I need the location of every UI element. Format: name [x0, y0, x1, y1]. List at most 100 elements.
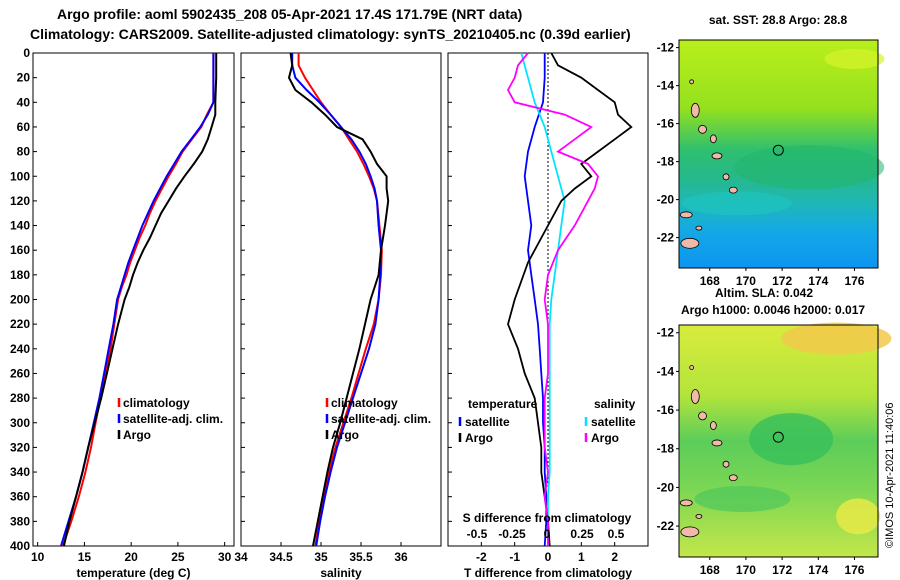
temperature-x-axis-label: temperature (deg C)	[76, 566, 190, 580]
salinity-x-tick-label: 34	[234, 550, 248, 564]
difference-x-tick-label: -2	[476, 550, 487, 564]
difference-x-tick-label: 1	[578, 550, 585, 564]
island-landmass	[711, 152, 723, 160]
salinity-diff-tick-label: -0.5	[467, 527, 488, 541]
island-landmass	[680, 237, 700, 249]
depth-tick-label: 360	[10, 490, 30, 504]
island-landmass	[722, 460, 730, 468]
lat-tick-label: -18	[657, 155, 675, 169]
salinity-x-tick-label: 35.5	[349, 550, 373, 564]
legend-label: satellite	[465, 415, 510, 429]
depth-tick-label: 240	[10, 342, 30, 356]
lat-tick-label: -16	[657, 117, 675, 131]
legend-title-salinity: salinity	[594, 397, 636, 411]
figure-title-line2: Climatology: CARS2009. Satellite-adjuste…	[30, 26, 631, 42]
lon-tick-label: 168	[700, 274, 720, 288]
depth-tick-label: 60	[17, 120, 31, 134]
temperature-x-tick-label: 15	[78, 550, 92, 564]
lat-tick-label: -14	[657, 79, 675, 93]
difference-x-axis-label: T difference from climatology	[464, 566, 632, 580]
difference-series-temperature-satellite	[523, 53, 548, 547]
sst-map: -12 -14 -16 -18 -20 -22 168 170 172 174 176	[657, 39, 885, 288]
temperature-series-argo	[62, 53, 218, 547]
warm-pool-blob	[734, 145, 885, 190]
lat-tick-label: -20	[657, 193, 675, 207]
lon-tick-label: 172	[772, 274, 792, 288]
lon-tick-label: 174	[808, 274, 828, 288]
lat-tick-label: -12	[657, 326, 675, 340]
difference-x-tick-label: 2	[611, 550, 618, 564]
island-landmass	[722, 173, 730, 181]
lat-tick-label: -14	[657, 364, 675, 378]
lon-tick-label: 176	[844, 274, 864, 288]
legend-label: climatology	[331, 396, 398, 410]
high-sla-patch-se	[836, 498, 881, 535]
island-landmass	[698, 411, 707, 421]
salinity-x-tick-label: 35	[314, 550, 328, 564]
depth-tick-label: 220	[10, 317, 30, 331]
salinity-x-axis-label: salinity	[320, 566, 362, 580]
low-sla-eddy	[749, 413, 834, 466]
depth-tick-label: 160	[10, 243, 30, 257]
salinity-x-tick-label: 36	[394, 550, 408, 564]
yellow-patch	[824, 49, 885, 69]
salinity-panel: 34 34.5 35 35.5 36 salinity climatology satelli…	[234, 52, 442, 580]
cyan-band-blob	[681, 191, 792, 216]
island-landmass	[690, 389, 700, 404]
island-landmass	[689, 365, 695, 370]
sst-map-frame	[678, 39, 879, 269]
lon-tick-label: 168	[700, 563, 720, 577]
lat-tick-label: -16	[657, 403, 675, 417]
lon-tick-label: 170	[736, 274, 756, 288]
lat-tick-label: -22	[657, 519, 675, 533]
temperature-x-tick-label: 10	[31, 550, 45, 564]
island-landmass	[679, 499, 693, 507]
difference-series-salinity-satellite	[520, 52, 566, 546]
island-landmass	[695, 225, 703, 231]
high-sla-patch	[781, 322, 892, 355]
legend-label: Argo	[123, 428, 151, 442]
difference-x-tick-label: -1	[509, 550, 520, 564]
legend-label: Argo	[465, 431, 493, 445]
island-landmass	[679, 211, 693, 219]
depth-tick-label: 340	[10, 465, 30, 479]
depth-tick-label: 400	[10, 539, 30, 553]
temperature-x-tick-label: 25	[171, 550, 185, 564]
sla-map-title: Altim. SLA: 0.042	[715, 286, 813, 300]
salinity-series-argo	[287, 52, 390, 547]
difference-plot-frame	[447, 52, 649, 547]
island-landmass	[709, 421, 717, 430]
depth-tick-label: 120	[10, 194, 30, 208]
depth-tick-label: 300	[10, 416, 30, 430]
difference-series-salinity-argo	[506, 52, 599, 546]
lon-tick-label: 176	[844, 563, 864, 577]
salinity-diff-tick-label: 0	[544, 527, 551, 541]
salinity-diff-tick-label: -0.25	[498, 527, 526, 541]
island-landmass	[728, 474, 738, 482]
legend-label: climatology	[123, 396, 190, 410]
island-landmass	[728, 186, 738, 194]
island-landmass	[711, 439, 723, 447]
depth-tick-label: 140	[10, 219, 30, 233]
lat-tick-label: -20	[657, 480, 675, 494]
depth-tick-label: 80	[17, 145, 31, 159]
salinity-diff-tick-label: 0.25	[570, 527, 594, 541]
island-landmass	[690, 102, 700, 118]
lat-tick-label: -18	[657, 442, 675, 456]
lon-tick-label: 174	[808, 563, 828, 577]
temperature-plot-frame	[32, 52, 235, 547]
depth-tick-label: 200	[10, 293, 30, 307]
sla-map: -12 -14 -16 -18 -20 -22 168 170 172 174 176	[657, 322, 892, 577]
depth-tick-label: 280	[10, 391, 30, 405]
argo-float-marker	[772, 431, 784, 443]
temperature-x-tick-label: 20	[124, 550, 138, 564]
legend-label: satellite-adj. clim.	[331, 412, 431, 426]
salinity-diff-axis-label: S difference from climatology	[463, 511, 632, 525]
island-landmass	[709, 134, 717, 144]
island-landmass	[698, 124, 707, 134]
temperature-panel: 0 20 40 60 80 100 120 140 160 180 200 220 240 260 280 3…	[10, 46, 235, 580]
steric-height-title: Argo h1000: 0.0046 h2000: 0.017	[681, 303, 865, 317]
lat-tick-label: -22	[657, 231, 675, 245]
difference-series-temperature-argo	[507, 52, 633, 547]
